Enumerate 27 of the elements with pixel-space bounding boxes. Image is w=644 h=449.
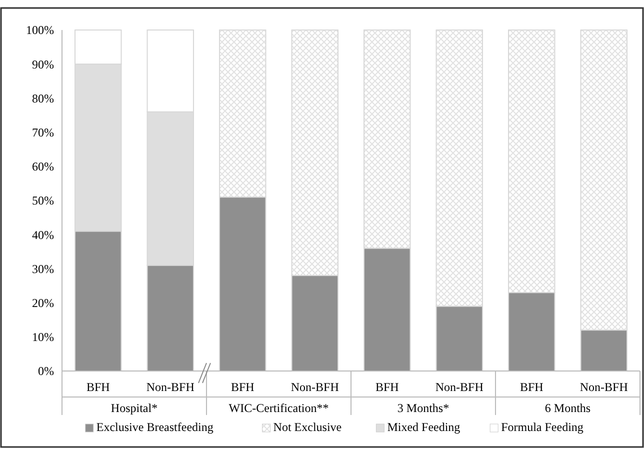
y-tick-label: 20% <box>32 296 54 310</box>
x-tick-label: BFH <box>230 380 255 394</box>
y-tick-label: 40% <box>32 228 54 242</box>
text: 3 Months* <box>397 401 450 415</box>
y-tick-label: 50% <box>32 194 54 208</box>
x-tick-label: Non-BFH <box>146 380 195 394</box>
x-tick-label: BFH <box>86 380 110 394</box>
x-tick-label: BFH <box>520 380 544 394</box>
y-tick-label: 70% <box>32 126 54 140</box>
legend-label: Exclusive Breastfeeding <box>96 420 214 434</box>
x-tick-label: Non-BFH <box>435 380 484 394</box>
text: WIC-Certification** <box>228 401 329 415</box>
y-tick-label: 90% <box>32 57 54 72</box>
y-tick-label: 100% <box>26 23 54 38</box>
legend-label: Not Exclusive <box>273 420 342 434</box>
legend-label: Formula Feeding <box>501 420 584 434</box>
text: 6 Months <box>544 401 591 415</box>
text: Hospital* <box>110 401 158 415</box>
x-tick-label: BFH <box>375 380 400 394</box>
y-tick-label: 10% <box>32 330 54 344</box>
y-tick-label: 80% <box>32 91 54 106</box>
x-tick-label: Non-BFH <box>290 380 340 394</box>
y-tick-label: 30% <box>32 262 54 276</box>
y-tick-label: 0% <box>38 364 54 378</box>
x-tick-label: Non-BFH <box>580 380 628 394</box>
legend-label: Mixed Feeding <box>387 420 460 434</box>
y-tick-label: 60% <box>32 160 54 174</box>
